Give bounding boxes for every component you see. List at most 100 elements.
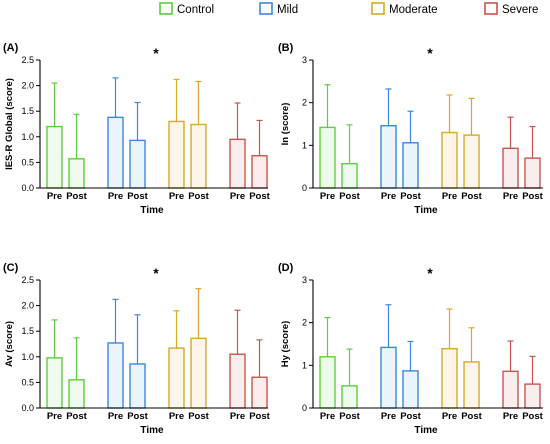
bar-mild-pre xyxy=(380,346,397,409)
x-tick-label: Pre xyxy=(230,191,245,202)
significance-marker: * xyxy=(153,45,159,61)
bar-moderate-pre xyxy=(168,120,185,189)
x-tick-label: Post xyxy=(522,191,543,202)
y-axis-label: Hy (score) xyxy=(280,321,291,367)
x-tick-label: Pre xyxy=(169,411,184,422)
legend-item-severe: Severe xyxy=(484,2,538,16)
panel-label: (D) xyxy=(278,262,294,274)
legend-label-moderate: Moderate xyxy=(389,4,438,16)
x-axis-label: Time xyxy=(414,205,438,216)
bar-control-post xyxy=(68,379,85,409)
legend-item-mild: Mild xyxy=(259,2,298,16)
y-tick-label: 2.0 xyxy=(21,81,34,91)
x-tick-label: Pre xyxy=(320,411,335,422)
x-tick-label: Post xyxy=(461,191,482,202)
x-tick-label: Pre xyxy=(442,411,457,422)
bar-mild-post xyxy=(129,139,146,189)
legend-label-control: Control xyxy=(177,4,214,16)
y-tick-label: 2 xyxy=(302,98,307,108)
x-tick-label: Pre xyxy=(169,191,184,202)
panel-c: (C) Av (score) Pre Post Pre Post Pre Post Pre Pos… xyxy=(3,262,271,436)
y-tick-label: 2.5 xyxy=(21,275,34,285)
x-tick-label: Post xyxy=(127,191,148,202)
bar-severe-pre xyxy=(502,147,519,189)
bar-control-post xyxy=(341,385,358,409)
y-tick-label: 1.0 xyxy=(21,132,34,142)
bar-control-pre xyxy=(46,357,63,409)
y-tick-label: 0.0 xyxy=(21,403,34,413)
y-tick-label: 0.5 xyxy=(21,377,34,387)
y-tick-label: 1.5 xyxy=(21,106,34,116)
x-tick-label: Pre xyxy=(442,191,457,202)
bar-mild-pre xyxy=(107,116,124,189)
bar-mild-post xyxy=(402,370,419,409)
y-tick-label: 1.5 xyxy=(21,326,34,336)
panel-label: (B) xyxy=(278,42,294,54)
x-tick-label: Post xyxy=(522,411,543,422)
y-tick-label: 2 xyxy=(302,318,307,328)
bar-mild-post xyxy=(129,363,146,409)
x-tick-label: Post xyxy=(339,411,360,422)
bar-control-pre xyxy=(46,125,63,189)
y-tick-label: 2.5 xyxy=(21,55,34,65)
bar-control-pre xyxy=(319,356,336,409)
legend-label-severe: Severe xyxy=(502,4,538,16)
x-tick-label: Pre xyxy=(108,191,123,202)
bar-moderate-pre xyxy=(441,347,458,409)
y-tick-label: 1.0 xyxy=(21,352,34,362)
bar-mild-post xyxy=(402,142,419,189)
x-tick-label: Post xyxy=(461,411,482,422)
legend-swatch-moderate xyxy=(371,2,385,15)
panels: (A) IES-R Global (score) Pre Post Pre Post Pre… xyxy=(3,42,544,436)
legend: Control Mild Moderate Severe xyxy=(159,2,538,16)
x-tick-label: Post xyxy=(249,411,270,422)
x-tick-label: Pre xyxy=(320,191,335,202)
x-tick-label: Post xyxy=(339,191,360,202)
significance-marker: * xyxy=(153,265,159,281)
bar-severe-pre xyxy=(229,353,246,409)
panel-b: (B) In (score) Pre Post Pre Post Pre Post Pre Pos… xyxy=(278,42,544,216)
x-tick-label: Pre xyxy=(47,411,62,422)
x-tick-label: Pre xyxy=(381,191,396,202)
panel-a: (A) IES-R Global (score) Pre Post Pre Post Pre… xyxy=(3,42,271,216)
x-tick-label: Pre xyxy=(230,411,245,422)
bar-moderate-post xyxy=(463,361,480,409)
bar-moderate-pre xyxy=(441,131,458,189)
bar-severe-post xyxy=(524,383,541,409)
legend-swatch-severe xyxy=(484,2,498,15)
x-tick-label: Pre xyxy=(503,411,518,422)
x-tick-label: Post xyxy=(249,191,270,202)
legend-item-moderate: Moderate xyxy=(371,2,438,16)
legend-swatch-mild xyxy=(259,2,273,15)
x-tick-label: Post xyxy=(127,411,148,422)
bar-control-post xyxy=(68,158,85,189)
x-tick-label: Post xyxy=(66,411,87,422)
bar-moderate-post xyxy=(463,134,480,189)
panel-label: (A) xyxy=(3,42,19,54)
y-axis-label: IES-R Global (score) xyxy=(4,78,15,170)
y-tick-label: 3 xyxy=(302,275,307,285)
y-tick-label: 1 xyxy=(302,140,307,150)
x-tick-label: Post xyxy=(188,411,209,422)
bar-severe-pre xyxy=(229,138,246,189)
x-tick-label: Post xyxy=(400,191,421,202)
x-tick-label: Post xyxy=(400,411,421,422)
y-tick-label: 0 xyxy=(302,403,307,413)
y-tick-label: 2.0 xyxy=(21,301,34,311)
y-tick-label: 0.0 xyxy=(21,183,34,193)
y-tick-label: 3 xyxy=(302,55,307,65)
y-axis-label: Av (score) xyxy=(4,321,15,367)
bar-mild-pre xyxy=(380,125,397,189)
legend-swatch-control xyxy=(159,2,173,15)
bar-control-pre xyxy=(319,126,336,189)
bar-moderate-pre xyxy=(168,347,185,409)
x-tick-label: Pre xyxy=(47,191,62,202)
y-tick-label: 0.5 xyxy=(21,157,34,167)
x-axis-label: Time xyxy=(140,205,164,216)
panel-d: (D) Hy (score) Pre Post Pre Post Pre Post Pre Pos… xyxy=(278,262,544,436)
x-tick-label: Post xyxy=(66,191,87,202)
legend-item-control: Control xyxy=(159,2,214,16)
significance-marker: * xyxy=(427,265,433,281)
bar-control-post xyxy=(341,162,358,189)
